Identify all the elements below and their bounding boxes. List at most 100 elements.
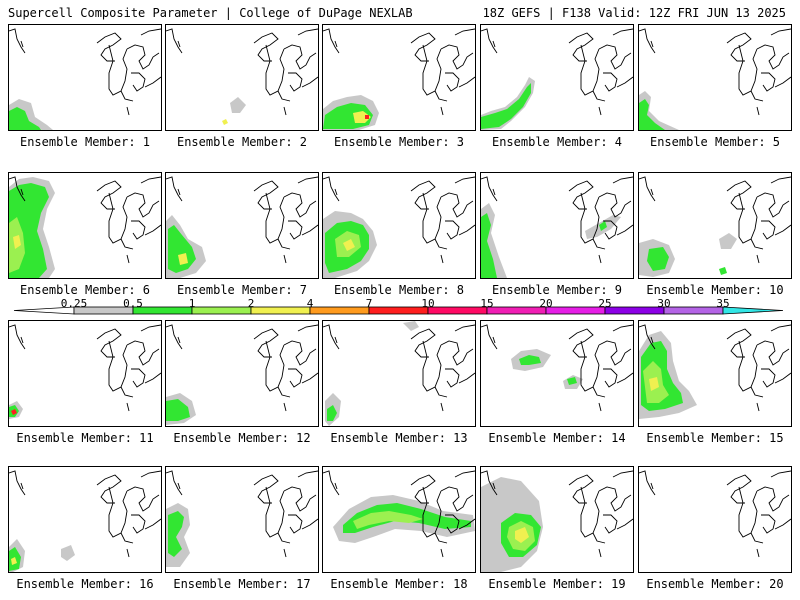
scp-shading (9, 99, 53, 130)
scp-shading (325, 321, 419, 426)
great-lakes-outline (323, 324, 475, 412)
colorbar-label: 20 (539, 297, 553, 310)
great-lakes-outline (323, 470, 475, 558)
colorbar-segment (309, 306, 370, 315)
member-label: Ensemble Member: 14 (488, 431, 626, 445)
great-lakes-outline (323, 28, 475, 116)
member-map-svg (481, 28, 633, 130)
scp-shading (166, 393, 196, 425)
member-map-10 (638, 172, 792, 279)
member-map-svg (166, 470, 318, 567)
colorbar (13, 306, 784, 315)
great-lakes-outline (639, 470, 791, 558)
colorbar-segment (486, 306, 547, 315)
member-map-svg (9, 28, 161, 130)
colorbar-label: 7 (365, 297, 373, 310)
member-map-2 (165, 24, 319, 131)
member-label: Ensemble Member: 12 (173, 431, 311, 445)
colorbar-segment (545, 306, 606, 315)
member-map-14 (480, 320, 634, 427)
great-lakes-outline (9, 28, 161, 116)
great-lakes-outline (166, 28, 318, 116)
member-map-svg (9, 470, 161, 572)
colorbar-label: 0.5 (123, 297, 143, 310)
scp-shading (639, 331, 697, 419)
member-label: Ensemble Member: 16 (16, 577, 154, 591)
member-label: Ensemble Member: 20 (646, 577, 784, 591)
member-label: Ensemble Member: 18 (330, 577, 468, 591)
great-lakes-outline (639, 28, 791, 116)
member-map-3 (322, 24, 476, 131)
member-label: Ensemble Member: 2 (176, 135, 308, 149)
great-lakes-outline (166, 176, 318, 264)
member-map-15 (638, 320, 792, 427)
member-label: Ensemble Member: 6 (19, 283, 151, 297)
member-map-16 (8, 466, 162, 573)
member-map-svg (639, 176, 791, 277)
scp-shading (639, 233, 737, 277)
colorbar-label: 25 (598, 297, 612, 310)
great-lakes-outline (481, 470, 633, 558)
member-map-svg (166, 324, 318, 425)
member-map-4 (480, 24, 634, 131)
member-map-svg (481, 470, 633, 572)
member-map-8 (322, 172, 476, 279)
great-lakes-outline (9, 176, 161, 264)
member-map-19 (480, 466, 634, 573)
great-lakes-outline (166, 470, 318, 558)
member-map-svg (166, 176, 318, 278)
member-label: Ensemble Member: 1 (19, 135, 151, 149)
great-lakes-outline (166, 324, 318, 412)
colorbar-label: 30 (657, 297, 671, 310)
member-map-13 (322, 320, 476, 427)
member-map-17 (165, 466, 319, 573)
scp-shading (222, 97, 246, 125)
colorbar-segment (427, 306, 488, 315)
scp-shading (9, 401, 23, 419)
scp-shading (481, 77, 535, 130)
run-info: 18Z GEFS | F138 Valid: 12Z FRI JUN 13 20… (482, 6, 786, 20)
colorbar-max-arrow (722, 306, 784, 315)
great-lakes-outline (323, 176, 475, 264)
great-lakes-outline (9, 324, 161, 412)
member-map-9 (480, 172, 634, 279)
scp-shading (9, 177, 55, 278)
colorbar-segment (604, 306, 665, 315)
colorbar-label: 15 (480, 297, 494, 310)
member-label: Ensemble Member: 8 (333, 283, 465, 297)
great-lakes-outline (639, 324, 791, 412)
member-map-12 (165, 320, 319, 427)
scp-shading (166, 215, 206, 278)
member-label: Ensemble Member: 17 (173, 577, 311, 591)
member-map-svg (323, 176, 475, 278)
member-label: Ensemble Member: 7 (176, 283, 308, 297)
member-label: Ensemble Member: 19 (488, 577, 626, 591)
scp-shading (639, 91, 679, 130)
scp-shading (481, 203, 621, 278)
member-map-20 (638, 466, 792, 573)
member-label: Ensemble Member: 11 (16, 431, 154, 445)
great-lakes-outline (481, 28, 633, 116)
member-map-svg (323, 470, 475, 558)
page-title: Supercell Composite Parameter | College … (8, 6, 413, 20)
colorbar-label: 0.25 (60, 297, 88, 310)
member-label: Ensemble Member: 5 (649, 135, 781, 149)
scp-shading (511, 349, 583, 389)
member-map-svg (481, 176, 633, 278)
colorbar-label: 2 (247, 297, 255, 310)
member-map-svg (166, 28, 318, 125)
colorbar-segment (250, 306, 311, 315)
great-lakes-outline (639, 176, 791, 264)
colorbar-label: 4 (306, 297, 314, 310)
member-map-svg (323, 28, 475, 130)
member-label: Ensemble Member: 4 (491, 135, 623, 149)
member-map-11 (8, 320, 162, 427)
member-label: Ensemble Member: 9 (491, 283, 623, 297)
member-label: Ensemble Member: 15 (646, 431, 784, 445)
scp-shading (323, 211, 377, 278)
scp-shading (481, 477, 543, 572)
scp-shading (333, 495, 475, 543)
colorbar-label: 35 (716, 297, 730, 310)
member-map-18 (322, 466, 476, 573)
scp-shading (9, 539, 75, 572)
